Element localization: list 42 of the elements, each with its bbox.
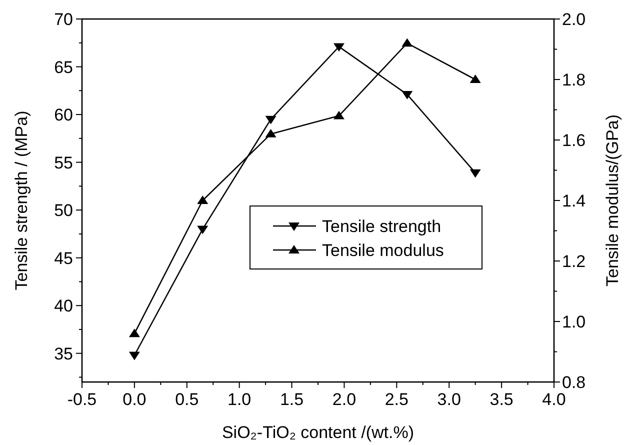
point bbox=[402, 38, 413, 47]
point bbox=[470, 74, 481, 83]
point bbox=[265, 129, 276, 138]
y2-tick-label: 1.4 bbox=[562, 192, 586, 210]
point bbox=[265, 116, 276, 124]
x-axis-title: SiO₂-TiO₂ content /(wt.%) bbox=[222, 423, 414, 442]
y-tick-label: 50 bbox=[54, 201, 73, 220]
point bbox=[333, 110, 344, 120]
y-tick-label: 40 bbox=[54, 296, 73, 316]
x-tick-label: -0.5 bbox=[67, 390, 97, 409]
y2-tick-label: 1.0 bbox=[562, 312, 586, 332]
legend-label: Tensile modulus bbox=[322, 241, 444, 260]
y-tick-label: 55 bbox=[54, 153, 73, 172]
y-axis-title: Tensile strength / (MPa) bbox=[12, 110, 31, 290]
x-tick-label: 2.5 bbox=[384, 390, 408, 409]
point bbox=[128, 352, 140, 360]
y-tick-label: 60 bbox=[54, 106, 73, 125]
point bbox=[197, 196, 208, 204]
x-tick-label: 3.0 bbox=[437, 390, 461, 409]
y2-tick-label: 2.0 bbox=[562, 10, 586, 29]
y2-tick-label: 1.6 bbox=[562, 131, 586, 150]
y-tick-label: 35 bbox=[54, 344, 73, 364]
x-tick-label: 0.5 bbox=[175, 390, 199, 409]
legend-label: Tensile strength bbox=[322, 217, 442, 236]
y-tick-label: 45 bbox=[54, 248, 73, 268]
point bbox=[333, 43, 344, 52]
y-tick-label: 70 bbox=[54, 10, 73, 29]
x-tick-label: 0.0 bbox=[122, 390, 146, 409]
point bbox=[470, 169, 481, 178]
y2-tick-label: 0.8 bbox=[562, 373, 586, 392]
x-tick-label: 4.0 bbox=[542, 390, 566, 409]
point bbox=[128, 328, 140, 338]
x-tick-label: 1.0 bbox=[228, 390, 252, 409]
x-tick-label: 3.5 bbox=[490, 390, 514, 409]
y2-tick-label: 1.2 bbox=[562, 252, 586, 271]
point bbox=[197, 226, 208, 234]
x-tick-label: 1.5 bbox=[280, 390, 304, 409]
y2-axis-title: Tensile modulus/(GPa) bbox=[603, 114, 622, 286]
point bbox=[402, 91, 413, 100]
y2-tick-label: 1.8 bbox=[562, 70, 586, 90]
y-tick-label: 65 bbox=[54, 58, 73, 77]
x-tick-label: 2.0 bbox=[332, 390, 356, 409]
